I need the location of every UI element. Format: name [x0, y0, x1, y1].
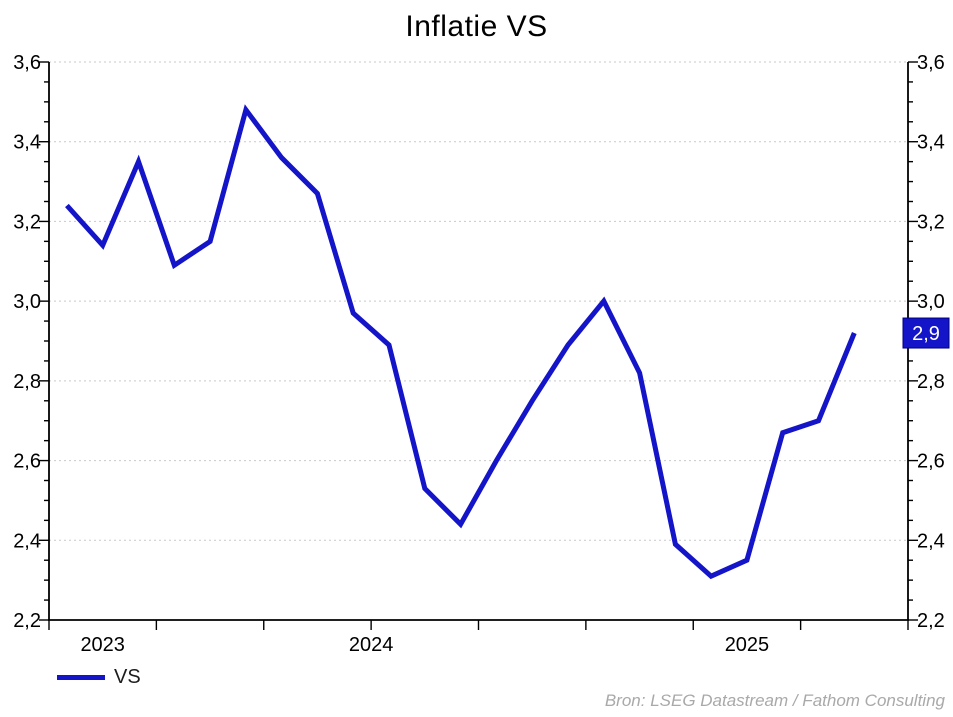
y-axis-left-label: 2,2 [13, 610, 41, 632]
x-axis-year-label: 2023 [80, 634, 125, 656]
y-axis-right-label: 3,4 [917, 132, 945, 154]
y-axis-left-label: 3,4 [13, 132, 41, 154]
y-axis-right-label: 2,4 [917, 530, 945, 552]
series-line-vs [65, 104, 857, 580]
y-axis-left-label: 3,0 [13, 291, 41, 313]
y-axis-right-label: 3,0 [917, 291, 945, 313]
legend-line-swatch-icon [57, 674, 105, 680]
y-axis-right-label: 3,2 [917, 211, 945, 233]
y-axis-right-label: 2,6 [917, 451, 945, 473]
y-axis-left-label: 2,4 [13, 530, 41, 552]
legend: VS [57, 666, 141, 688]
chart-title: Inflatie VS [405, 10, 548, 43]
y-axis-left-label: 3,6 [13, 52, 41, 74]
y-axis-left-label: 2,6 [13, 451, 41, 473]
last-value-badge [902, 317, 950, 349]
y-axis-left-label: 3,2 [13, 211, 41, 233]
y-axis-left-label: 2,8 [13, 371, 41, 393]
x-axis-year-label: 2025 [725, 634, 770, 656]
legend-series-label: VS [114, 665, 141, 688]
y-axis-right-label: 2,2 [917, 610, 945, 632]
last-value-badge-label: 2,9 [912, 323, 940, 345]
x-axis-year-label: 2024 [349, 634, 394, 656]
y-axis-right-label: 2,8 [917, 371, 945, 393]
source-attribution: Bron: LSEG Datastream / Fathom Consultin… [604, 691, 945, 710]
y-axis-right-label: 3,6 [917, 52, 945, 74]
